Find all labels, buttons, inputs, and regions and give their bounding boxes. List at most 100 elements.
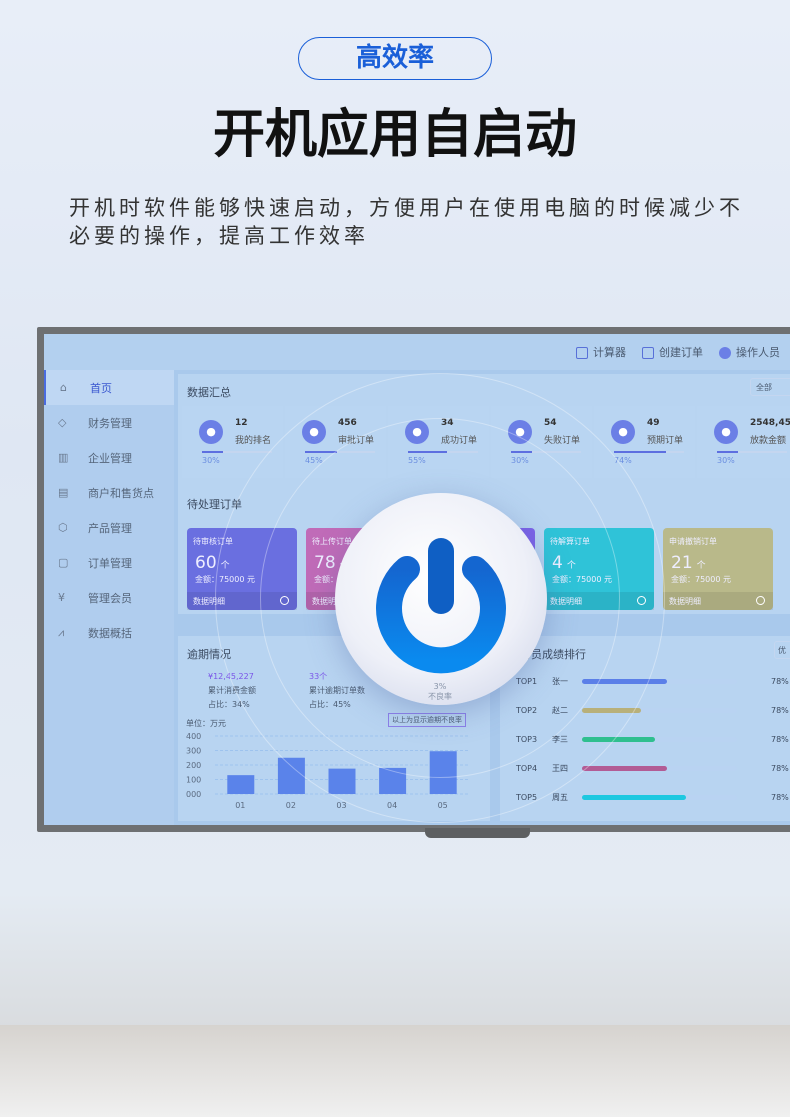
sidebar-item-label: 订单管理: [88, 556, 132, 570]
rank-percent: 78%: [771, 793, 789, 802]
sidebar-item-label: 数据概括: [88, 626, 132, 640]
sidebar-item-0[interactable]: ⌂ 首页: [44, 370, 174, 405]
sidebar-item-label: 首页: [90, 381, 112, 395]
sidebar-item-7[interactable]: ⩘ 数据概括: [44, 615, 174, 650]
rank-progress: [582, 795, 737, 800]
page-title: 开机应用自启动: [212, 105, 577, 165]
sidebar-item-2[interactable]: ▥ 企业管理: [44, 440, 174, 475]
sidebar-item-4[interactable]: ⬡ 产品管理: [44, 510, 174, 545]
card-amount: 金额：75000 元: [671, 575, 731, 584]
stat-percent: 74%: [614, 456, 632, 465]
ranking-row: TOP5 周五 78%: [516, 792, 789, 803]
avatar-icon: [719, 347, 731, 359]
card-unit: 个: [696, 561, 706, 571]
stat-percent: 30%: [717, 456, 735, 465]
stat-label: 我的排名: [235, 436, 272, 446]
stat-value: 12: [235, 418, 248, 428]
stat-icon: ●: [611, 420, 635, 444]
user-label: 操作人员: [736, 346, 780, 359]
x-tick-label: 03: [336, 801, 346, 810]
stat-progress: [202, 451, 272, 453]
sidebar-item-3[interactable]: ▤ 商户和售货点: [44, 475, 174, 510]
card-detail-link[interactable]: 数据明细: [663, 592, 773, 610]
bad-rate: 3% 不良率: [428, 682, 452, 702]
building-icon: ▥: [58, 451, 69, 464]
y-tick-label: 200: [186, 761, 201, 770]
ranking-filter-select[interactable]: 优: [774, 641, 790, 659]
sidebar-item-label: 财务管理: [88, 416, 132, 430]
sidebar-item-5[interactable]: ▢ 订单管理: [44, 545, 174, 580]
summary-title: 数据汇总: [187, 386, 231, 399]
topbar: 计算器 创建订单 操作人员: [44, 334, 790, 370]
bad-rate-label: 不良率: [428, 692, 452, 701]
floor: [0, 1025, 790, 1117]
power-button: [335, 493, 547, 705]
x-tick-label: 02: [286, 801, 296, 810]
bad-rate-value: 3%: [433, 682, 447, 691]
stat-icon: ●: [714, 420, 738, 444]
overdue-label: 累计消费金额: [208, 686, 256, 695]
summary-filter-select[interactable]: 全部: [750, 378, 790, 396]
glow-ring: [215, 373, 665, 823]
rank-percent: 78%: [771, 706, 789, 715]
user-menu[interactable]: 操作人员: [719, 344, 780, 360]
sidebar: ⌂ 首页 ◇ 财务管理 ▥ 企业管理 ▤ 商户和售货点 ⬡ 产品管理 ▢ 订单管理 ¥ 管理会员 ⩘ 数据概括: [44, 370, 174, 825]
y-tick-label: 000: [186, 790, 201, 799]
stat-value: 2548,45: [750, 418, 790, 428]
minus-circle-icon: [756, 596, 765, 605]
rank-percent: 78%: [771, 735, 789, 744]
sidebar-item-6[interactable]: ¥ 管理会员: [44, 580, 174, 615]
stat-progress: [717, 451, 787, 453]
monitor-stand: [425, 828, 530, 838]
card-detail-label: 数据明细: [193, 597, 225, 606]
rank-progress: [582, 766, 737, 771]
stat-label: 放款金额: [750, 436, 787, 446]
stat-percent: 30%: [202, 456, 220, 465]
y-tick-label: 300: [186, 747, 201, 756]
rank-percent: 78%: [771, 764, 789, 773]
y-tick-label: 400: [186, 732, 201, 741]
description: 开机时软件能够快速启动，方便用户在使用电脑的时候减少不必要的操作，提高工作效率: [69, 196, 744, 248]
bar-01: [227, 775, 255, 794]
home-icon: ⌂: [60, 381, 67, 394]
clipboard-icon: [642, 347, 654, 359]
sidebar-item-label: 商户和售货点: [88, 486, 154, 500]
card-count: 21 个: [671, 553, 706, 573]
stat-label: 预期订单: [647, 436, 684, 446]
rank-name: 周五: [552, 793, 568, 802]
sidebar-item-label: 产品管理: [88, 521, 132, 535]
chart-unit-label: 单位：万元: [186, 719, 226, 728]
store-icon: ▤: [58, 486, 69, 499]
calculator-label: 计算器: [593, 346, 626, 359]
document-icon: ▢: [58, 556, 69, 569]
sidebar-item-label: 企业管理: [88, 451, 132, 465]
card-count-value: 21: [671, 553, 693, 573]
x-tick-label: 01: [235, 801, 245, 810]
box-icon: ⬡: [58, 521, 68, 534]
power-icon: [376, 538, 506, 674]
diamond-icon: ◇: [58, 416, 67, 429]
pending-card[interactable]: 申请撤销订单 21 个金额：75000 元数据明细: [663, 528, 773, 610]
glow-ring: [260, 418, 620, 778]
card-label: 待审核订单: [193, 537, 233, 546]
overdue-title: 逾期情况: [187, 648, 231, 661]
stat-icon: ●: [199, 420, 223, 444]
overdue-ratio: 占比：34%: [208, 700, 250, 709]
y-tick-label: 100: [186, 776, 201, 785]
stat-value: 49: [647, 418, 660, 428]
rank-percent: 78%: [771, 677, 789, 686]
line-chart-icon: ⩘: [58, 625, 65, 639]
card-count-value: 60: [195, 553, 217, 573]
sidebar-item-1[interactable]: ◇ 财务管理: [44, 405, 174, 440]
calculator-icon: [576, 347, 588, 359]
create-order-label: 创建订单: [659, 346, 703, 359]
yen-icon: ¥: [58, 591, 65, 604]
calculator-button[interactable]: 计算器: [576, 344, 626, 360]
stat-card[interactable]: ● 2548,45 放款金额 30%: [697, 406, 790, 478]
sidebar-item-label: 管理会员: [88, 591, 132, 605]
pending-title: 待处理订单: [187, 498, 242, 511]
feature-badge: 高效率: [298, 37, 492, 80]
card-detail-label: 数据明细: [669, 597, 701, 606]
card-label: 申请撤销订单: [669, 537, 717, 546]
create-order-button[interactable]: 创建订单: [642, 344, 703, 360]
